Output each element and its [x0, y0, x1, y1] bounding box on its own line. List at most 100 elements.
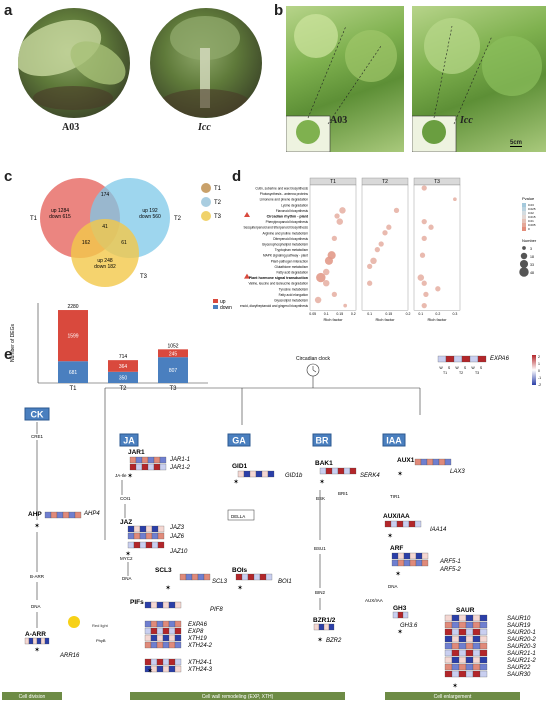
canopy-illustration [412, 18, 542, 152]
legend-t2-swatch [201, 197, 211, 207]
x-tick-label: 0.2 [435, 312, 440, 316]
bar-up-label: 1599 [67, 334, 78, 340]
heatmap-cell [458, 663, 467, 671]
heatmap-cell [451, 621, 460, 629]
heatmap-cell [444, 642, 453, 650]
heatmap-cell [174, 658, 182, 666]
heatmap-cell [168, 620, 176, 628]
pathway-title: JA [123, 436, 135, 446]
facet-panel [361, 184, 409, 311]
data-point [323, 268, 330, 276]
panel-a-letter: a [4, 2, 13, 19]
number-swatch [519, 267, 529, 277]
heatmap-cell [174, 601, 182, 609]
bar-category-label: T1 [69, 386, 77, 390]
heatmap-cell [259, 573, 267, 581]
heatmap-cell [451, 670, 460, 678]
data-point [421, 235, 427, 242]
heatmap-cell [133, 541, 141, 549]
heatmap-cell [458, 628, 467, 636]
star-icon: ✶ [125, 550, 131, 558]
heatmap-cell [403, 552, 411, 560]
pathway-box [312, 433, 332, 447]
heatmap-cell [135, 456, 143, 464]
heatmap-cell [68, 511, 76, 519]
venn-legend: T1 T2 T3 [201, 183, 222, 221]
number-swatch [522, 246, 526, 250]
protein-label: CRE1 [31, 434, 44, 439]
scale-col-label: W [439, 366, 443, 370]
data-point [453, 197, 457, 202]
panel-d-letter: d [232, 168, 242, 185]
bar-total-label: 714 [119, 354, 128, 360]
gene-label: ARR16 [59, 653, 80, 659]
heatmap-cell [151, 525, 159, 533]
heatmap-cell [472, 663, 481, 671]
heatmap-cell [465, 628, 474, 636]
protein-label: BZR1/2 [313, 617, 336, 624]
x-tick-label: 0.1 [418, 312, 423, 316]
scale-group-label: T3 [475, 371, 479, 375]
protein-label: JAR1 [128, 449, 145, 456]
x-tick-label: 0.1 [324, 312, 329, 316]
bar-total-label: 2280 [67, 304, 78, 310]
heatmap-cell [133, 532, 141, 540]
protein-label: BAK1 [315, 460, 333, 467]
heatmap-cell [253, 573, 261, 581]
heatmap-cell [472, 649, 481, 657]
data-point [314, 296, 322, 304]
gene-label: SCL3 [212, 579, 228, 585]
gene-label: XTH24-3 [187, 667, 213, 673]
pathway-label: Diterpenoid biosynthesis [273, 237, 308, 241]
heatmap-cell [168, 601, 176, 609]
heatmap-cell [243, 470, 251, 478]
bar-down [58, 361, 88, 383]
venn-t3 [71, 219, 139, 287]
protein-label: SCL3 [155, 567, 172, 574]
heatmap-cell [444, 635, 453, 643]
deg-bar-chart: Number of DEGs68115992280T1350364714T280… [10, 299, 232, 390]
data-point [382, 230, 388, 236]
heatmap-cell [156, 634, 164, 642]
heatmap-cell [432, 458, 440, 466]
star-icon: ✶ [34, 646, 40, 654]
scale-col-label: S [448, 366, 451, 370]
heatmap-cell [159, 456, 167, 464]
bar-down-label: 807 [169, 368, 178, 374]
heatmap-cell [453, 355, 463, 363]
star-icon: ✶ [397, 470, 403, 478]
heatmap-cell [479, 628, 488, 636]
heatmap-cell [458, 649, 467, 657]
gene-label: SERK4 [360, 473, 380, 479]
gene-label: JAZ10 [169, 549, 188, 555]
heatmap-cell [444, 656, 453, 664]
heatmap-cell [144, 627, 152, 635]
heatmap-cell [331, 467, 339, 475]
heatmap-cell [150, 627, 158, 635]
panel-c-letter: c [4, 168, 13, 185]
data-point [428, 224, 434, 230]
x-tick-label: 0.15 [385, 312, 392, 316]
scale-tick: 0 [538, 369, 540, 373]
number-tick: 33 [530, 263, 534, 267]
heatmap-cell [397, 611, 404, 619]
heatmap-cell [50, 511, 58, 519]
sun-icon [68, 616, 80, 628]
scale-col-label: W [471, 366, 475, 370]
x-tick-label: 0.2 [406, 312, 411, 316]
pathway-label: Glycerophospholipid metabolism [262, 243, 308, 247]
heatmap-cell [396, 520, 404, 528]
heatmap-cell [40, 637, 46, 645]
protein-label: BSK [316, 496, 325, 501]
protein-label: AUX/IAA [365, 598, 383, 603]
gene-label: IAA14 [430, 527, 447, 533]
protein-label: PIFs [130, 599, 144, 606]
heatmap-cell [384, 520, 392, 528]
pvalue-swatch [522, 207, 526, 211]
heatmap-cell [141, 463, 149, 471]
heatmap-cell [458, 614, 467, 622]
data-point [316, 272, 326, 283]
protein-label: JAZ [120, 519, 132, 526]
panel-b-letter: b [274, 2, 284, 19]
